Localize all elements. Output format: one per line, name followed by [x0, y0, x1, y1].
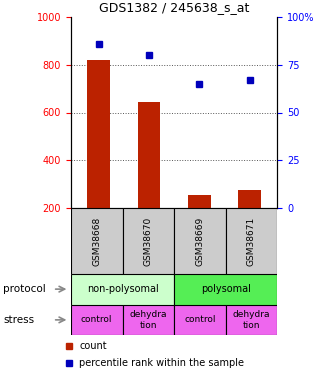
- Bar: [174, 208, 226, 274]
- Bar: [71, 304, 122, 335]
- Text: non-polysomal: non-polysomal: [87, 284, 158, 294]
- Text: count: count: [79, 340, 107, 351]
- Bar: [122, 304, 174, 335]
- Text: GSM38670: GSM38670: [144, 216, 153, 266]
- Text: polysomal: polysomal: [201, 284, 250, 294]
- Text: GSM38671: GSM38671: [247, 216, 256, 266]
- Title: GDS1382 / 245638_s_at: GDS1382 / 245638_s_at: [99, 2, 249, 14]
- Text: dehydra
tion: dehydra tion: [130, 310, 167, 330]
- Bar: [174, 304, 226, 335]
- Text: control: control: [184, 315, 215, 324]
- Bar: [122, 208, 174, 274]
- Bar: [226, 304, 277, 335]
- Bar: [238, 190, 261, 208]
- Bar: [71, 274, 174, 304]
- Bar: [87, 60, 110, 208]
- Bar: [188, 195, 211, 208]
- Bar: [138, 102, 160, 208]
- Bar: [226, 208, 277, 274]
- Text: percentile rank within the sample: percentile rank within the sample: [79, 358, 244, 368]
- Text: protocol: protocol: [3, 284, 46, 294]
- Bar: [71, 208, 122, 274]
- Text: dehydra
tion: dehydra tion: [233, 310, 270, 330]
- Text: GSM38668: GSM38668: [92, 216, 101, 266]
- Text: GSM38669: GSM38669: [195, 216, 204, 266]
- Bar: [174, 274, 277, 304]
- Text: stress: stress: [3, 315, 34, 325]
- Text: control: control: [81, 315, 113, 324]
